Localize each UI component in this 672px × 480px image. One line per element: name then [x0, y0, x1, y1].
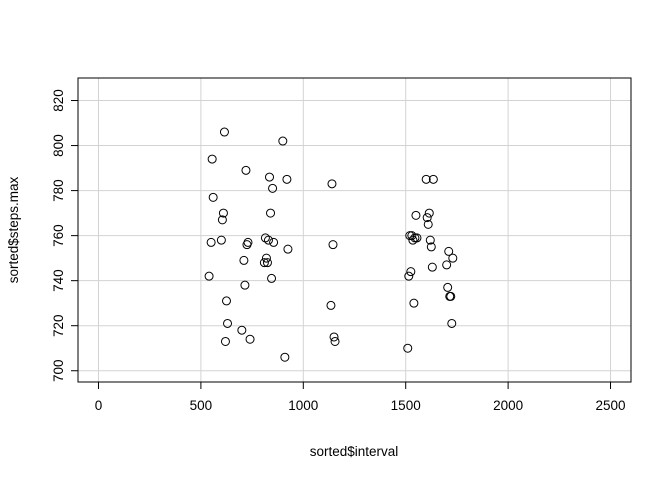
data-point: [261, 253, 271, 263]
x-tick-label: 2000: [493, 398, 523, 413]
data-point: [409, 298, 419, 308]
data-point: [240, 280, 250, 290]
x-tick-label: 1000: [288, 398, 318, 413]
x-axis: 0 500 1000 1500 2000 2500: [95, 381, 626, 413]
data-point: [406, 267, 416, 277]
data-point: [327, 179, 337, 189]
x-tick-label: 0: [95, 398, 103, 413]
data-point: [422, 213, 432, 223]
data-point: [239, 255, 249, 265]
data-point: [447, 318, 457, 328]
y-tick-label: 740: [51, 269, 66, 292]
data-point: [259, 258, 269, 268]
data-point: [280, 352, 290, 362]
data-point: [411, 210, 421, 220]
data-point: [428, 174, 438, 184]
data-point: [267, 273, 277, 283]
y-axis: 700 720 740 760 780 800 820: [51, 89, 79, 382]
data-point: [283, 244, 293, 254]
data-point: [263, 235, 273, 245]
data-point: [208, 192, 218, 202]
data-point: [206, 237, 216, 247]
data-point: [216, 235, 226, 245]
data-point: [278, 136, 288, 146]
data-point: [243, 237, 253, 247]
y-tick-label: 720: [51, 314, 66, 337]
data-point: [282, 174, 292, 184]
data-point: [223, 318, 233, 328]
data-point: [245, 334, 255, 344]
data-point: [262, 258, 272, 268]
data-point: [426, 242, 436, 252]
data-point: [404, 271, 414, 281]
y-tick-label: 800: [51, 134, 66, 157]
data-point: [328, 240, 338, 250]
data-point: [421, 174, 431, 184]
data-point: [204, 271, 214, 281]
data-point: [221, 296, 231, 306]
data-point: [207, 154, 217, 164]
data-points: [204, 127, 458, 362]
data-point: [424, 208, 434, 218]
data-point: [423, 219, 433, 229]
data-point: [266, 208, 276, 218]
data-point: [442, 260, 452, 270]
y-tick-label: 820: [51, 89, 66, 112]
data-point: [260, 233, 270, 243]
data-point: [330, 336, 340, 346]
grid-lines: [78, 78, 631, 382]
data-point: [443, 282, 453, 292]
x-tick-label: 2500: [595, 398, 625, 413]
data-point: [425, 235, 435, 245]
data-point: [329, 332, 339, 342]
data-point: [407, 231, 417, 241]
data-point: [241, 165, 251, 175]
y-axis-title: sorted$steps.max: [6, 176, 21, 283]
data-point: [218, 208, 228, 218]
y-tick-label: 780: [51, 179, 66, 202]
data-point: [446, 291, 456, 301]
data-point: [217, 215, 227, 225]
plot-frame: [77, 77, 632, 383]
x-tick-label: 1500: [391, 398, 421, 413]
x-axis-title: sorted$interval: [310, 444, 399, 459]
y-tick-label: 700: [51, 359, 66, 382]
data-point: [403, 343, 413, 353]
x-tick-label: 500: [190, 398, 213, 413]
data-point: [237, 325, 247, 335]
data-point: [326, 300, 336, 310]
data-point: [269, 237, 279, 247]
data-point: [412, 233, 422, 243]
data-point: [268, 183, 278, 193]
data-point: [219, 127, 229, 137]
data-point: [427, 262, 437, 272]
data-point: [265, 172, 275, 182]
data-point: [220, 336, 230, 346]
data-point: [444, 246, 454, 256]
data-point: [448, 253, 458, 263]
y-tick-label: 760: [51, 224, 66, 247]
